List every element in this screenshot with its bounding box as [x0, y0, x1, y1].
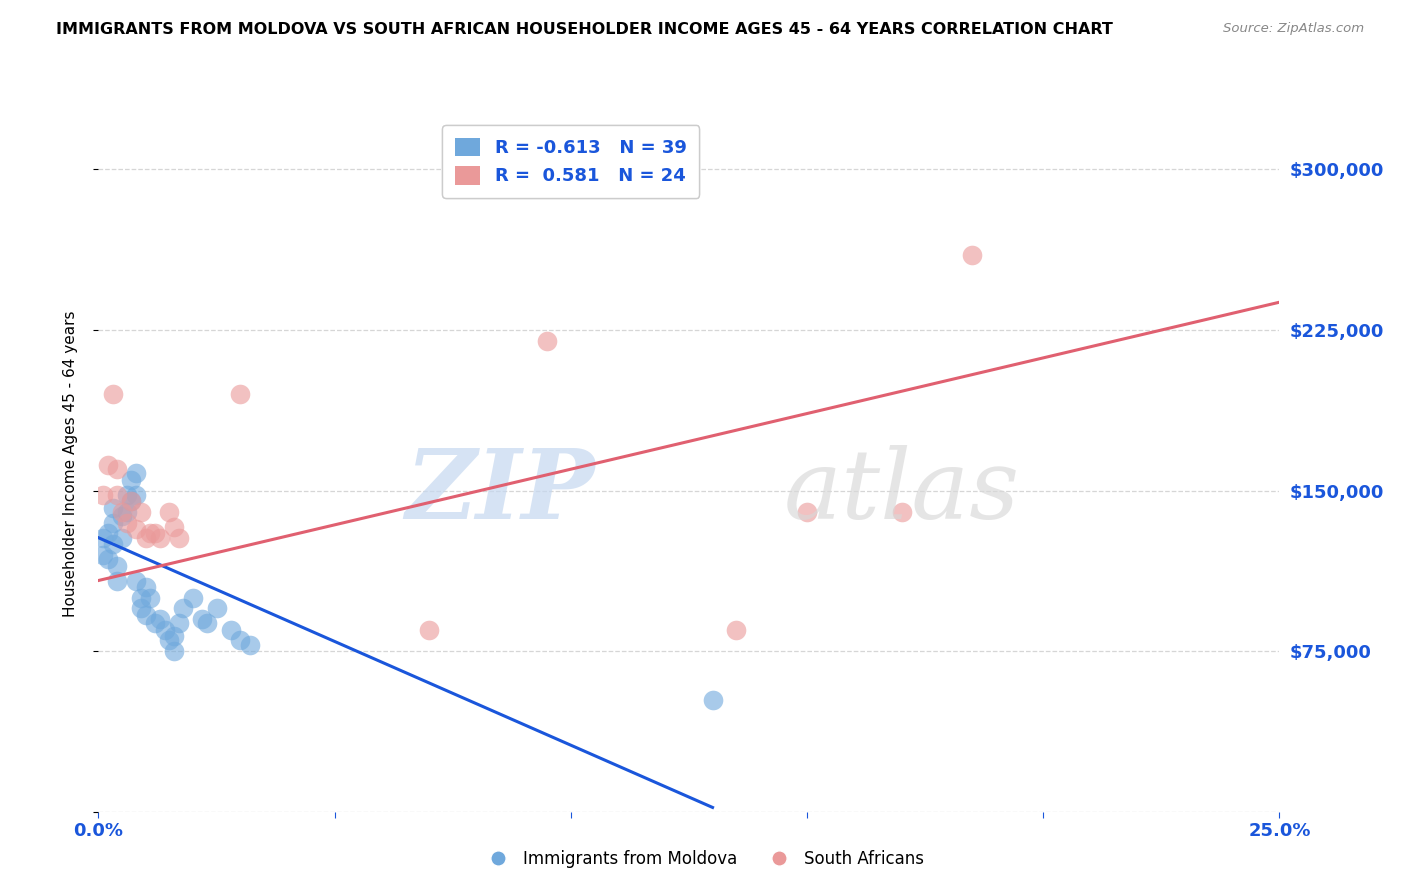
Point — [135, 531, 157, 545]
Point — [139, 591, 162, 605]
Point — [163, 644, 186, 658]
Point — [702, 693, 724, 707]
Point — [157, 633, 180, 648]
Point — [101, 537, 124, 551]
Y-axis label: Householder Income Ages 45 - 64 years: Householder Income Ages 45 - 64 years — [63, 310, 77, 617]
Point — [115, 516, 138, 530]
Point — [143, 526, 166, 541]
Point — [121, 494, 143, 508]
Text: IMMIGRANTS FROM MOLDOVA VS SOUTH AFRICAN HOUSEHOLDER INCOME AGES 45 - 64 YEARS C: IMMIGRANTS FROM MOLDOVA VS SOUTH AFRICAN… — [56, 22, 1114, 37]
Point — [105, 462, 128, 476]
Point — [418, 623, 440, 637]
Legend: Immigrants from Moldova, South Africans: Immigrants from Moldova, South Africans — [475, 844, 931, 875]
Point — [205, 601, 228, 615]
Point — [105, 488, 128, 502]
Point — [181, 591, 204, 605]
Point — [157, 505, 180, 519]
Point — [121, 494, 143, 508]
Point — [129, 591, 152, 605]
Point — [195, 616, 218, 631]
Point — [125, 522, 148, 536]
Point — [101, 500, 124, 515]
Point — [101, 516, 124, 530]
Point — [143, 616, 166, 631]
Point — [163, 520, 186, 534]
Point — [111, 505, 134, 519]
Point — [129, 601, 152, 615]
Point — [536, 334, 558, 348]
Point — [105, 558, 128, 573]
Text: ZIP: ZIP — [405, 445, 595, 539]
Point — [91, 488, 114, 502]
Point — [105, 574, 128, 588]
Point — [962, 248, 984, 262]
Point — [167, 616, 190, 631]
Point — [191, 612, 214, 626]
Point — [111, 531, 134, 545]
Point — [111, 509, 134, 524]
Point — [129, 505, 152, 519]
Point — [125, 467, 148, 481]
Point — [239, 638, 262, 652]
Point — [167, 531, 190, 545]
Legend: R = -0.613   N = 39, R =  0.581   N = 24: R = -0.613 N = 39, R = 0.581 N = 24 — [443, 125, 699, 198]
Point — [149, 612, 172, 626]
Point — [163, 629, 186, 643]
Point — [890, 505, 912, 519]
Point — [139, 526, 162, 541]
Point — [97, 552, 120, 566]
Text: Source: ZipAtlas.com: Source: ZipAtlas.com — [1223, 22, 1364, 36]
Point — [796, 505, 818, 519]
Point — [135, 607, 157, 622]
Point — [149, 531, 172, 545]
Point — [125, 488, 148, 502]
Point — [229, 387, 252, 401]
Point — [91, 531, 114, 545]
Point — [97, 526, 120, 541]
Text: atlas: atlas — [783, 445, 1019, 539]
Point — [219, 623, 242, 637]
Point — [172, 601, 194, 615]
Point — [121, 473, 143, 487]
Point — [115, 505, 138, 519]
Point — [135, 580, 157, 594]
Point — [153, 623, 176, 637]
Point — [115, 488, 138, 502]
Point — [91, 548, 114, 562]
Point — [125, 574, 148, 588]
Point — [229, 633, 252, 648]
Point — [97, 458, 120, 472]
Point — [725, 623, 748, 637]
Point — [101, 387, 124, 401]
